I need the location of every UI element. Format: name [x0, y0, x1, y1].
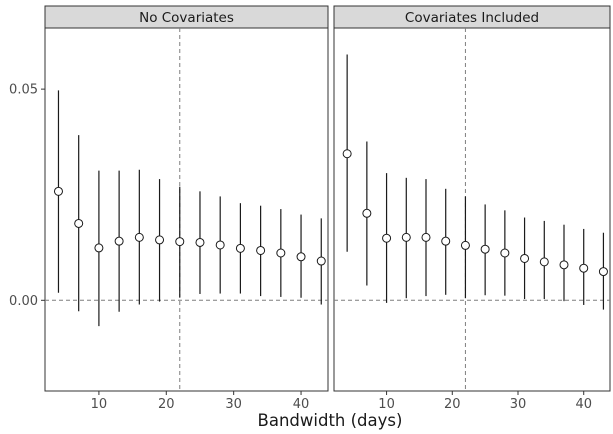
estimate-point [421, 232, 431, 242]
estimate-point [195, 237, 205, 247]
estimate-point [296, 252, 306, 262]
estimate-point [276, 248, 286, 258]
estimate-point [382, 233, 392, 243]
plot-area-covariates-included [333, 27, 611, 392]
x-axis-title: Bandwidth (days) [258, 411, 403, 430]
estimate-point [235, 243, 245, 253]
x-tick-label: 40 [293, 397, 310, 412]
estimate-point [134, 232, 144, 242]
estimate-point [362, 208, 372, 218]
estimate-point [256, 245, 266, 255]
estimate-point [480, 244, 490, 254]
x-tick-label: 10 [91, 397, 108, 412]
estimate-point [539, 257, 549, 267]
x-tick-label: 40 [575, 397, 592, 412]
estimate-point [215, 240, 225, 250]
estimate-point [94, 243, 104, 253]
y-axis: 0.00 0.05 [9, 83, 45, 309]
estimate-point [520, 253, 530, 263]
y-tick-label: 0.05 [9, 83, 38, 98]
facet-panel-covariates-included: Covariates Included [333, 5, 611, 392]
facet-panel-no-covariates: No Covariates [44, 5, 329, 392]
estimate-point [500, 248, 510, 258]
estimate-point [74, 218, 84, 228]
y-tick-label: 0.00 [9, 294, 38, 309]
x-tick-label: 20 [158, 397, 175, 412]
x-tick-label: 10 [378, 397, 395, 412]
strip-label-no-covariates: No Covariates [139, 10, 234, 26]
x-tick-label: 30 [225, 397, 242, 412]
estimate-point [53, 186, 63, 196]
estimate-point [460, 240, 470, 250]
estimate-point [316, 256, 326, 266]
estimate-point [342, 149, 352, 159]
x-axis-no-covariates: 10 20 30 40 [91, 391, 310, 412]
estimate-point [579, 263, 589, 273]
estimate-point [401, 232, 411, 242]
plot-area-no-covariates [44, 27, 329, 392]
marks-covariates-included [334, 28, 610, 391]
x-tick-label: 30 [510, 397, 527, 412]
estimate-point [441, 236, 451, 246]
strip-label-covariates-included: Covariates Included [405, 10, 539, 26]
estimate-point [175, 237, 185, 247]
marks-no-covariates [45, 28, 328, 391]
x-tick-label: 20 [444, 397, 461, 412]
estimate-point [114, 236, 124, 246]
estimate-point [155, 235, 165, 245]
estimate-point [598, 267, 608, 277]
estimate-point [559, 260, 569, 270]
x-axis-covariates-included: 10 20 30 40 [378, 391, 592, 412]
